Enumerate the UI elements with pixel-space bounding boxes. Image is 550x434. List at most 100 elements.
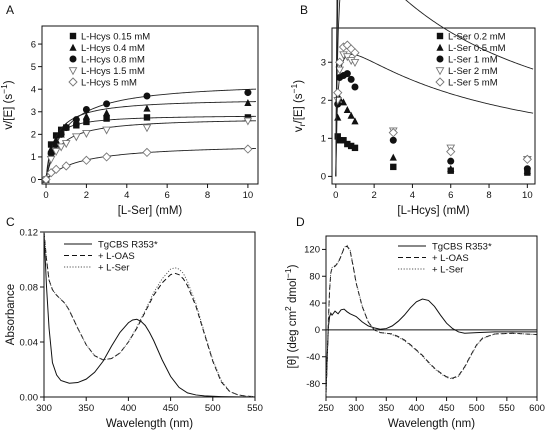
plot-frame: [325, 235, 538, 398]
data-point: [52, 141, 60, 148]
data-point: [334, 133, 341, 140]
legend-marker: [435, 77, 445, 87]
legend-marker: [436, 43, 444, 51]
data-point: [143, 104, 151, 112]
data-point: [82, 106, 90, 114]
data-point: [334, 113, 342, 121]
y-tick-label: 120: [304, 245, 320, 256]
y-tick-label: 6: [31, 39, 36, 50]
data-point: [102, 109, 111, 117]
x-axis-label: [L-Ser] (mM): [118, 205, 183, 217]
x-tick-label: 500: [205, 403, 221, 414]
x-tick-label: 6: [165, 190, 170, 201]
legend-marker: [436, 55, 444, 63]
data-point: [142, 124, 152, 133]
x-tick-label: 0: [333, 190, 338, 201]
data-point: [342, 53, 352, 62]
data-point: [51, 148, 61, 157]
x-tick-label: 2: [84, 190, 89, 201]
x-tick-label: 350: [78, 403, 94, 414]
data-point: [244, 98, 252, 106]
legend-label: L-Ser 5 mM: [448, 77, 498, 88]
x-axis-label: [L-Hcys] (mM): [397, 205, 469, 217]
chart-panel-c: C 300 350 400 450 500 550 0.00 0.04 0.08 0.12 Wavel…: [5, 215, 263, 430]
legend-marker: [69, 32, 77, 40]
series-line: [325, 245, 538, 394]
y-tick-label: 40: [309, 298, 320, 309]
data-point: [350, 48, 360, 58]
data-point: [57, 130, 65, 138]
legend-label: L-Ser 2 mM: [448, 66, 498, 77]
x-tick-label: 2: [371, 190, 376, 201]
panel-label: C: [6, 215, 15, 229]
chart-panel-b: B 0 2 4 6 8 10 0 1 2 3 [L-Hcys] (mM) vr/[E] (s−1) L-S…: [289, 0, 536, 217]
series-line: [43, 231, 255, 398]
y-axis-label: vr/[E] (s−1): [289, 80, 307, 132]
y-axis-label: Absorbance: [5, 284, 17, 345]
data-point: [351, 83, 359, 91]
x-tick-label: 8: [205, 190, 210, 201]
y-axis-label: [θ] (deg cm2 dmol−1): [283, 264, 299, 368]
y-tick-label: 0.00: [20, 392, 39, 403]
data-point: [51, 164, 61, 174]
x-tick-label: 250: [318, 403, 334, 414]
series-line: [43, 231, 256, 398]
data-point: [388, 127, 398, 138]
y-tick-label: -80: [306, 379, 320, 390]
data-point: [47, 145, 55, 153]
legend-label: + L-Ser: [98, 262, 129, 273]
data-point: [339, 98, 348, 106]
y-tick-label: -40: [306, 352, 320, 363]
y-tick-label: 2: [31, 130, 36, 141]
fit-curve: [45, 101, 256, 180]
y-axis-label: v/[E] (s−1): [0, 80, 15, 129]
y-tick-label: 0.08: [20, 282, 39, 293]
data-point: [83, 118, 90, 126]
x-tick-label: 400: [408, 403, 424, 414]
data-point: [343, 106, 351, 114]
x-tick-label: 6: [448, 190, 453, 201]
x-tick-label: 4: [124, 190, 129, 201]
data-point: [347, 75, 355, 83]
x-tick-label: 10: [243, 190, 254, 201]
data-point: [243, 144, 253, 154]
legend-label: L-Ser 1 mM: [448, 54, 498, 65]
data-point: [81, 155, 92, 165]
data-point: [390, 163, 397, 171]
plot-frame: [41, 25, 259, 185]
y-tick-label: 5: [31, 62, 36, 73]
x-tick-label: 300: [36, 403, 52, 414]
data-point: [72, 116, 80, 124]
legend-label: L-Hcys 0.15 mM: [81, 31, 150, 42]
fit-curve: [45, 88, 256, 180]
data-point: [336, 137, 343, 144]
data-point: [41, 174, 51, 185]
data-point: [56, 143, 66, 152]
x-tick-label: 300: [348, 403, 364, 414]
data-point: [82, 129, 91, 138]
x-tick-label: 450: [439, 403, 455, 414]
legend-label: L-Hcys 5 mM: [81, 77, 137, 88]
data-point: [47, 141, 55, 148]
fit-curve: [45, 115, 256, 180]
x-tick-label: 10: [522, 190, 533, 201]
data-point: [389, 153, 397, 161]
y-tick-label: 0: [321, 172, 326, 183]
data-point: [447, 157, 455, 165]
fit-curve: [45, 120, 256, 180]
data-point: [343, 70, 351, 78]
plot-frame: [43, 231, 256, 398]
legend-label: L-Hcys 0.4 mM: [81, 43, 145, 54]
data-point: [344, 140, 351, 148]
legend-marker: [68, 77, 78, 87]
data-point: [347, 142, 355, 150]
data-point: [523, 165, 531, 173]
data-point: [243, 117, 253, 126]
series-line: [325, 298, 537, 394]
legend-marker: [69, 43, 77, 51]
legend-label: L-Hcys 1.5 mM: [81, 66, 145, 77]
chart-panel-d: D 250 300 350 400 450 500 550 600 -80 -40 0 40 80 120 W…: [283, 215, 545, 430]
data-point: [142, 147, 152, 158]
data-point: [46, 155, 56, 164]
data-point: [61, 140, 71, 149]
